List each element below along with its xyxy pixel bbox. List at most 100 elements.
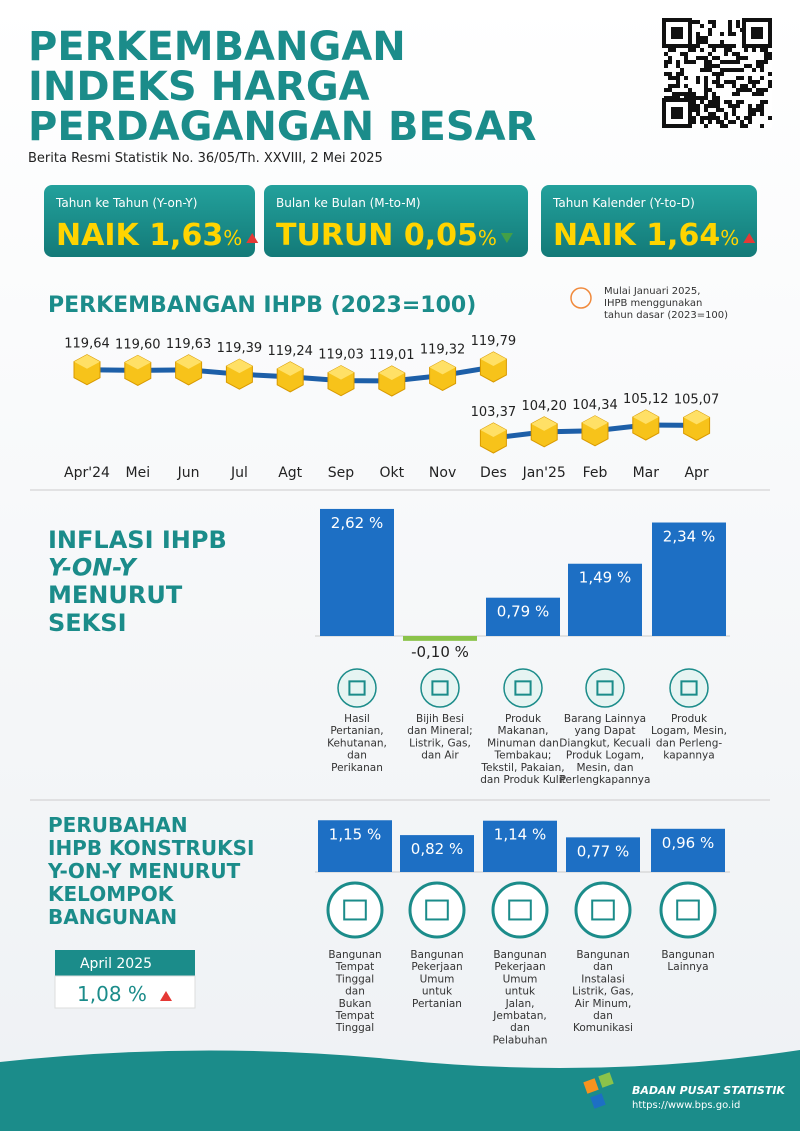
qr-cell xyxy=(736,116,740,120)
qr-cell xyxy=(668,84,672,88)
icon xyxy=(585,668,625,708)
icon xyxy=(337,668,377,708)
qr-cell xyxy=(712,44,716,48)
qr-cell xyxy=(704,76,708,80)
qr-cell xyxy=(752,92,756,96)
qr-cell xyxy=(700,40,704,44)
qr-cell xyxy=(696,40,700,44)
qr-cell xyxy=(680,52,684,56)
qr-cell xyxy=(724,44,728,48)
category-label: Diangkut, Kecuali xyxy=(559,737,650,749)
qr-cell xyxy=(712,100,716,104)
qr-cell xyxy=(748,108,752,112)
qr-cell xyxy=(672,48,676,52)
qr-cell xyxy=(712,20,716,24)
note-line: Mulai Januari 2025, xyxy=(604,286,700,297)
x-tick-label: Jan'25 xyxy=(522,465,566,481)
qr-cell xyxy=(736,60,740,64)
qr-cell xyxy=(736,68,740,72)
icon xyxy=(420,668,460,708)
bar xyxy=(318,820,392,872)
logo-part xyxy=(590,1093,606,1109)
qr-cell xyxy=(720,72,724,76)
qr-cell xyxy=(736,52,740,56)
title-line: Y-ON-Y xyxy=(48,554,138,582)
qr-cell xyxy=(664,60,668,64)
qr-cell xyxy=(680,68,684,72)
qr-cell xyxy=(700,48,704,52)
kpi-label: Bulan ke Bulan (M-to-M) xyxy=(276,196,421,210)
qr-cell xyxy=(692,48,696,52)
qr-cell xyxy=(712,24,716,28)
value-label: 119,60 xyxy=(115,337,161,352)
qr-cell xyxy=(708,112,712,116)
qr-cell xyxy=(724,60,728,64)
qr-cell xyxy=(684,60,688,64)
category-label: Tembakau; xyxy=(494,750,552,762)
qr-cell xyxy=(708,120,712,124)
icon-glyph xyxy=(431,680,449,696)
qr-cell xyxy=(712,104,716,108)
qr-cell xyxy=(728,32,732,36)
title-line: PERDAGANGAN BESAR xyxy=(28,104,536,150)
qr-cell xyxy=(756,108,760,112)
qr-cell xyxy=(736,88,740,92)
qr-cell xyxy=(748,112,752,116)
qr-cell xyxy=(732,92,736,96)
bar xyxy=(400,835,474,872)
qr-cell xyxy=(728,20,732,24)
qr-cell xyxy=(740,124,744,128)
qr-cell xyxy=(716,116,720,120)
kpi-box xyxy=(44,185,255,257)
qr-cell xyxy=(724,116,728,120)
title-line: KELOMPOK xyxy=(48,882,175,906)
category-label: Tinggal xyxy=(335,1022,374,1034)
qr-cell xyxy=(732,68,736,72)
x-tick-label: Apr'24 xyxy=(64,465,110,481)
x-tick-label: Okt xyxy=(379,465,404,481)
qr-cell xyxy=(744,64,748,68)
kpi-number: 1,64 xyxy=(646,218,720,253)
category-label: Jalan, xyxy=(505,998,535,1010)
qr-cell xyxy=(692,100,696,104)
bps-logo xyxy=(583,1072,614,1109)
title-line: MENURUT xyxy=(48,581,183,609)
point-face xyxy=(378,366,405,380)
category-label: Perlengkapannya xyxy=(560,774,651,786)
qr-cell xyxy=(752,48,756,52)
category-label: dan Produk Kulit xyxy=(480,774,565,786)
qr-cell xyxy=(664,72,668,76)
qr-cell xyxy=(708,28,712,32)
qr-cell xyxy=(724,80,728,84)
qr-cell xyxy=(768,72,772,76)
icon-glyph xyxy=(508,899,532,921)
value-label: 2,62 % xyxy=(331,514,383,532)
qr-cell xyxy=(700,116,704,120)
qr-cell xyxy=(744,116,748,120)
qr-cell xyxy=(704,108,708,112)
qr-cell xyxy=(720,60,724,64)
point-face xyxy=(480,423,507,437)
bar xyxy=(483,820,557,872)
qr-cell xyxy=(728,48,732,52)
value-label: 1,14 % xyxy=(494,826,546,844)
qr-cell xyxy=(720,120,724,124)
note: Mulai Januari 2025, IHPB menggunakan tah… xyxy=(570,286,728,321)
value-label: 104,34 xyxy=(572,398,618,413)
qr-cell xyxy=(708,20,712,24)
qr-cell xyxy=(732,120,736,124)
kpi-number: 0,05 xyxy=(404,218,478,253)
qr-cell xyxy=(716,104,720,108)
qr-cell xyxy=(744,56,748,60)
category-label: Umum xyxy=(503,973,538,985)
category-label: Kehutanan, xyxy=(327,737,387,749)
kpi-value: NAIK 1,64% xyxy=(553,218,739,253)
value-label: 105,07 xyxy=(674,392,720,407)
point-face xyxy=(328,365,354,380)
qr-cell xyxy=(700,36,704,40)
qr-cell xyxy=(696,20,700,24)
qr-cell xyxy=(704,104,708,108)
subtitle: Berita Resmi Statistik No. 36/05/Th. XXV… xyxy=(28,151,383,166)
qr-cell xyxy=(704,60,708,64)
